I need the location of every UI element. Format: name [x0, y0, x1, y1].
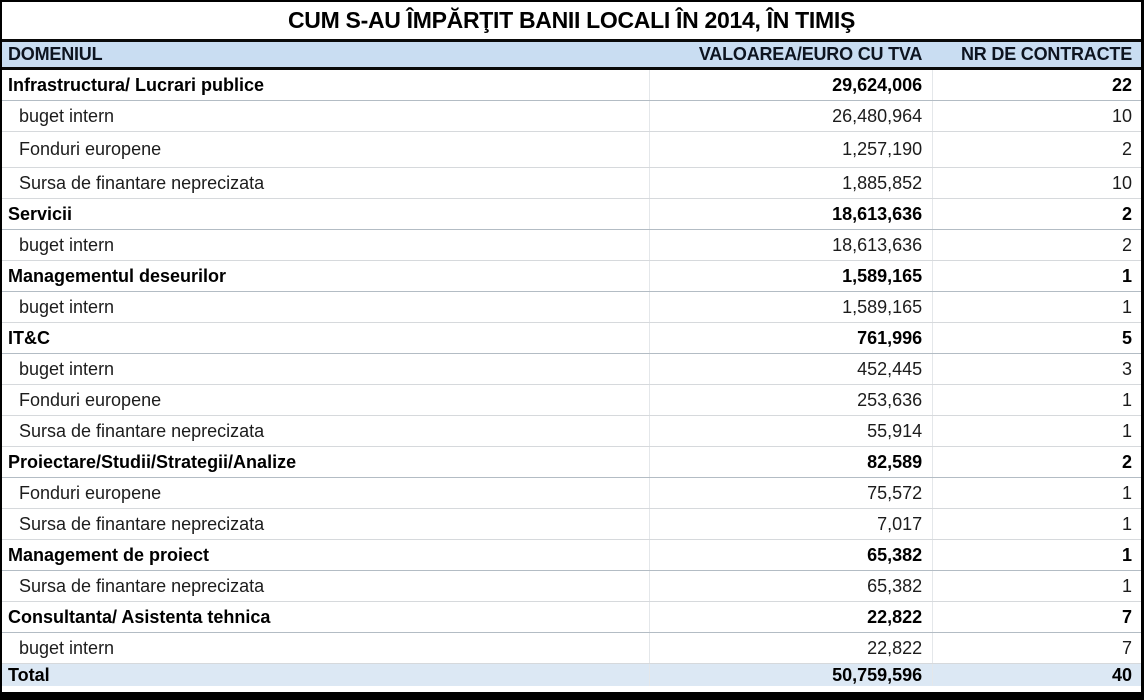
cell-contracts: 7: [932, 633, 1141, 663]
table-row: buget intern 18,613,636 2: [2, 230, 1141, 261]
cell-contracts: 3: [932, 354, 1141, 384]
cell-domain: Consultanta/ Asistenta tehnica: [8, 606, 271, 627]
cell-value: 452,445: [649, 354, 932, 384]
table-row: Sursa de finantare neprecizata 55,914 1: [2, 416, 1141, 447]
table-row: buget intern 22,822 7: [2, 633, 1141, 664]
cell-value: 55,914: [649, 416, 932, 446]
cell-value: 29,624,006: [649, 70, 932, 100]
table-row: Management de proiect 65,382 1: [2, 540, 1141, 571]
cell-contracts: 22: [932, 70, 1141, 100]
column-header-valoarea: VALOAREA/EURO CU TVA: [698, 44, 923, 64]
cell-domain: Managementul deseurilor: [8, 265, 227, 286]
table-row: Consultanta/ Asistenta tehnica 22,822 7: [2, 602, 1141, 633]
cell-domain: buget intern: [19, 296, 115, 317]
table-row: Sursa de finantare neprecizata 7,017 1: [2, 509, 1141, 540]
cell-contracts: 2: [932, 132, 1141, 167]
table-row: Servicii 18,613,636 2: [2, 199, 1141, 230]
cell-domain: Infrastructura/ Lucrari publice: [8, 74, 265, 95]
cell-domain: IT&C: [8, 327, 50, 348]
cell-value: 65,382: [649, 540, 932, 570]
cell-value: 75,572: [649, 478, 932, 508]
cell-domain: Fonduri europene: [19, 482, 162, 503]
cell-domain: Management de proiect: [8, 544, 210, 565]
table-row: Proiectare/Studii/Strategii/Analize 82,5…: [2, 447, 1141, 478]
table-row: Sursa de finantare neprecizata 1,885,852…: [2, 168, 1141, 199]
cell-contracts: 2: [932, 199, 1141, 229]
cell-contracts: 10: [932, 101, 1141, 131]
cell-contracts: 1: [932, 540, 1141, 570]
cell-value: 1,589,165: [649, 261, 932, 291]
cell-value: 7,017: [649, 509, 932, 539]
cell-contracts: 1: [932, 416, 1141, 446]
cell-domain: Fonduri europene: [19, 389, 162, 410]
cell-value: 82,589: [649, 447, 932, 477]
cell-value: 761,996: [649, 323, 932, 353]
cell-contracts: 1: [932, 509, 1141, 539]
cell-domain: Sursa de finantare neprecizata: [19, 575, 265, 596]
cell-contracts: 1: [932, 478, 1141, 508]
cell-contracts: 10: [932, 168, 1141, 198]
cell-domain: buget intern: [19, 358, 115, 379]
total-value: 50,759,596: [649, 664, 932, 686]
table-row: Fonduri europene 253,636 1: [2, 385, 1141, 416]
table-row: Infrastructura/ Lucrari publice 29,624,0…: [2, 70, 1141, 101]
cell-value: 65,382: [649, 571, 932, 601]
title-bar: CUM S-AU ÎMPĂRŢIT BANII LOCALI ÎN 2014, …: [2, 2, 1141, 42]
table-row: IT&C 761,996 5: [2, 323, 1141, 354]
total-contracts: 40: [932, 664, 1141, 686]
table-header-row: DOMENIUL VALOAREA/EURO CU TVA NR DE CONT…: [2, 42, 1141, 70]
cell-value: 22,822: [649, 633, 932, 663]
cell-domain: Sursa de finantare neprecizata: [19, 513, 265, 534]
table-total-row: Total 50,759,596 40: [2, 664, 1141, 686]
column-header-domeniul: DOMENIUL: [8, 44, 103, 64]
cell-contracts: 1: [932, 571, 1141, 601]
cell-domain: Sursa de finantare neprecizata: [19, 172, 265, 193]
column-header-contracte: NR DE CONTRACTE: [961, 44, 1132, 64]
table-row: Fonduri europene 1,257,190 2: [2, 132, 1141, 168]
cell-domain: Sursa de finantare neprecizata: [19, 420, 265, 441]
cell-value: 1,589,165: [649, 292, 932, 322]
table-row: buget intern 452,445 3: [2, 354, 1141, 385]
cell-value: 1,885,852: [649, 168, 932, 198]
cell-contracts: 1: [932, 385, 1141, 415]
cell-contracts: 2: [932, 230, 1141, 260]
table-row: Managementul deseurilor 1,589,165 1: [2, 261, 1141, 292]
cell-value: 26,480,964: [649, 101, 932, 131]
cell-contracts: 1: [932, 292, 1141, 322]
cell-domain: Proiectare/Studii/Strategii/Analize: [8, 451, 297, 472]
cell-value: 18,613,636: [649, 199, 932, 229]
cell-domain: buget intern: [19, 234, 115, 255]
cell-value: 1,257,190: [649, 132, 932, 167]
cell-domain: buget intern: [19, 637, 115, 658]
total-label: Total: [8, 664, 50, 685]
table-row: buget intern 1,589,165 1: [2, 292, 1141, 323]
cell-domain: Servicii: [8, 203, 73, 224]
cell-value: 22,822: [649, 602, 932, 632]
page-title: CUM S-AU ÎMPĂRŢIT BANII LOCALI ÎN 2014, …: [287, 7, 855, 33]
cell-domain: buget intern: [19, 105, 115, 126]
cell-value: 18,613,636: [649, 230, 932, 260]
table-row: buget intern 26,480,964 10: [2, 101, 1141, 132]
cell-contracts: 7: [932, 602, 1141, 632]
cell-contracts: 5: [932, 323, 1141, 353]
cell-contracts: 2: [932, 447, 1141, 477]
cell-domain: Fonduri europene: [19, 139, 162, 159]
table-row: Fonduri europene 75,572 1: [2, 478, 1141, 509]
table-row: Sursa de finantare neprecizata 65,382 1: [2, 571, 1141, 602]
cell-value: 253,636: [649, 385, 932, 415]
cell-contracts: 1: [932, 261, 1141, 291]
